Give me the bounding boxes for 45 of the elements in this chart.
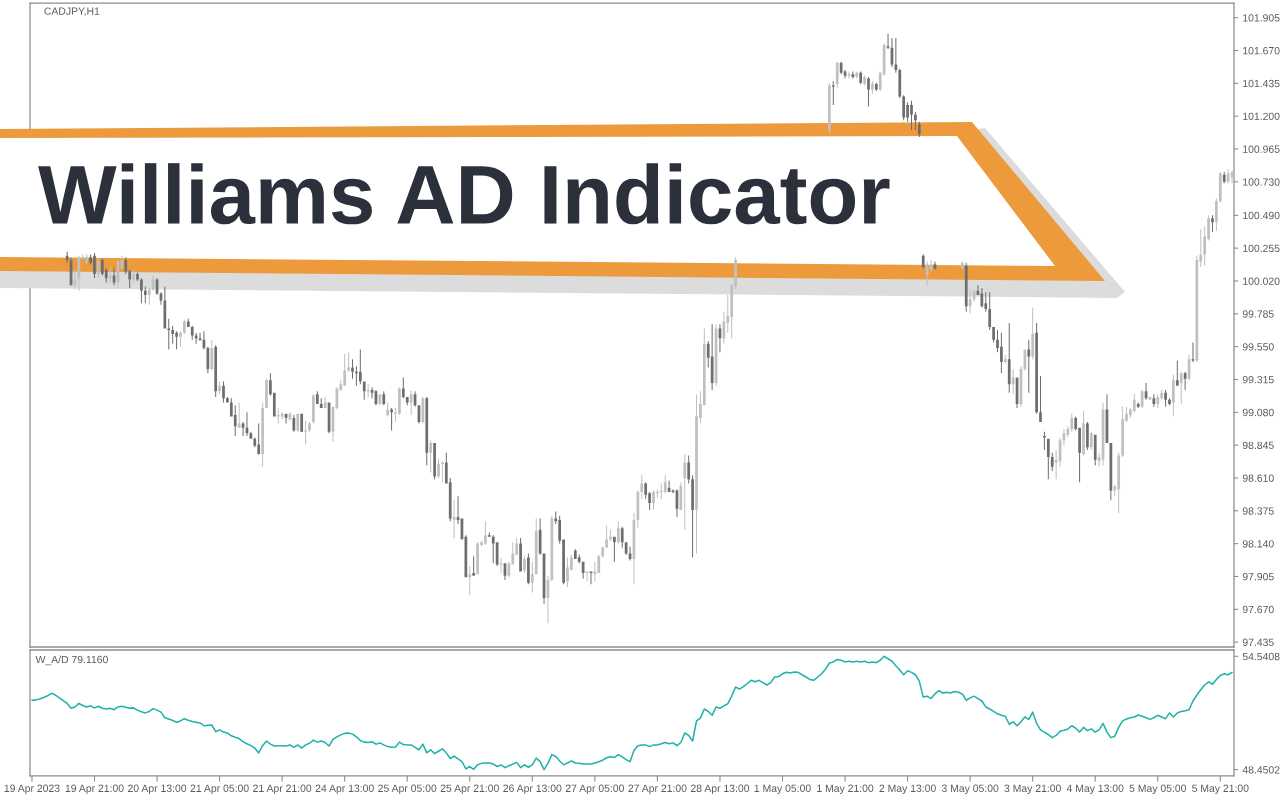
x-tick-label: 19 Apr 21:00 <box>65 784 124 795</box>
y-tick-label: 98.610 <box>1242 474 1274 482</box>
x-tick-label: 5 May 21:00 <box>1192 784 1249 795</box>
y-tick-label: 54.5408 <box>1242 652 1280 661</box>
x-tick-label: 5 May 05:00 <box>1129 784 1187 795</box>
y-tick-label: 101.905 <box>1243 14 1280 22</box>
y-tick-label: 99.550 <box>1242 343 1274 351</box>
y-tick-label: 101.200 <box>1243 112 1280 121</box>
y-tick-label: 97.670 <box>1242 605 1274 614</box>
x-tick-label: 21 Apr 05:00 <box>190 784 249 795</box>
x-tick-label: 3 May 21:00 <box>1004 784 1061 795</box>
y-tick-label: 48.4502 <box>1242 766 1280 774</box>
y-tick-label: 101.670 <box>1243 47 1280 55</box>
y-tick-label: 100.490 <box>1243 211 1280 220</box>
x-tick-label: 19 Apr 2023 <box>4 784 60 795</box>
x-tick-label: 27 Apr 21:00 <box>628 784 687 795</box>
y-tick-label: 101.435 <box>1243 79 1280 88</box>
x-tick-label: 2 May 13:00 <box>879 784 936 795</box>
chart-subtitle: CADJPY,H1 <box>44 7 100 17</box>
y-tick-label: 98.140 <box>1242 540 1274 548</box>
x-tick-label: 26 Apr 13:00 <box>503 784 562 795</box>
text: Williams AD Indicator <box>38 163 890 225</box>
x-tick-label: 28 Apr 13:00 <box>690 784 750 795</box>
y-tick-label: 98.845 <box>1242 441 1274 450</box>
x-tick-label: 25 Apr 05:00 <box>378 784 437 795</box>
y-tick-label: 97.435 <box>1242 638 1274 646</box>
y-tick-label: 99.080 <box>1242 408 1274 417</box>
y-tick-label: 99.315 <box>1242 375 1274 384</box>
x-tick-label: 25 Apr 21:00 <box>440 784 499 795</box>
x-tick-label: 24 Apr 13:00 <box>315 784 374 795</box>
x-tick-label: 1 May 05:00 <box>754 784 811 795</box>
x-tick-label: 27 Apr 05:00 <box>565 784 624 795</box>
y-tick-label: 100.020 <box>1243 277 1280 285</box>
y-tick-label: 100.255 <box>1243 244 1280 253</box>
x-tick-label: 1 May 21:00 <box>817 784 874 795</box>
chart-title: W_A/D 79.1160 <box>35 655 108 666</box>
y-tick-label: 100.965 <box>1243 145 1280 153</box>
x-tick-label: 4 May 13:00 <box>1066 784 1124 795</box>
y-tick-label: 98.375 <box>1242 507 1274 515</box>
y-tick-label: 100.730 <box>1243 178 1280 186</box>
x-tick-label: 20 Apr 13:00 <box>128 784 187 795</box>
x-tick-label: 3 May 05:00 <box>941 784 999 795</box>
y-tick-label: 97.905 <box>1242 572 1274 581</box>
x-tick-label: 21 Apr 21:00 <box>253 784 312 795</box>
y-tick-label: 99.785 <box>1242 310 1274 318</box>
